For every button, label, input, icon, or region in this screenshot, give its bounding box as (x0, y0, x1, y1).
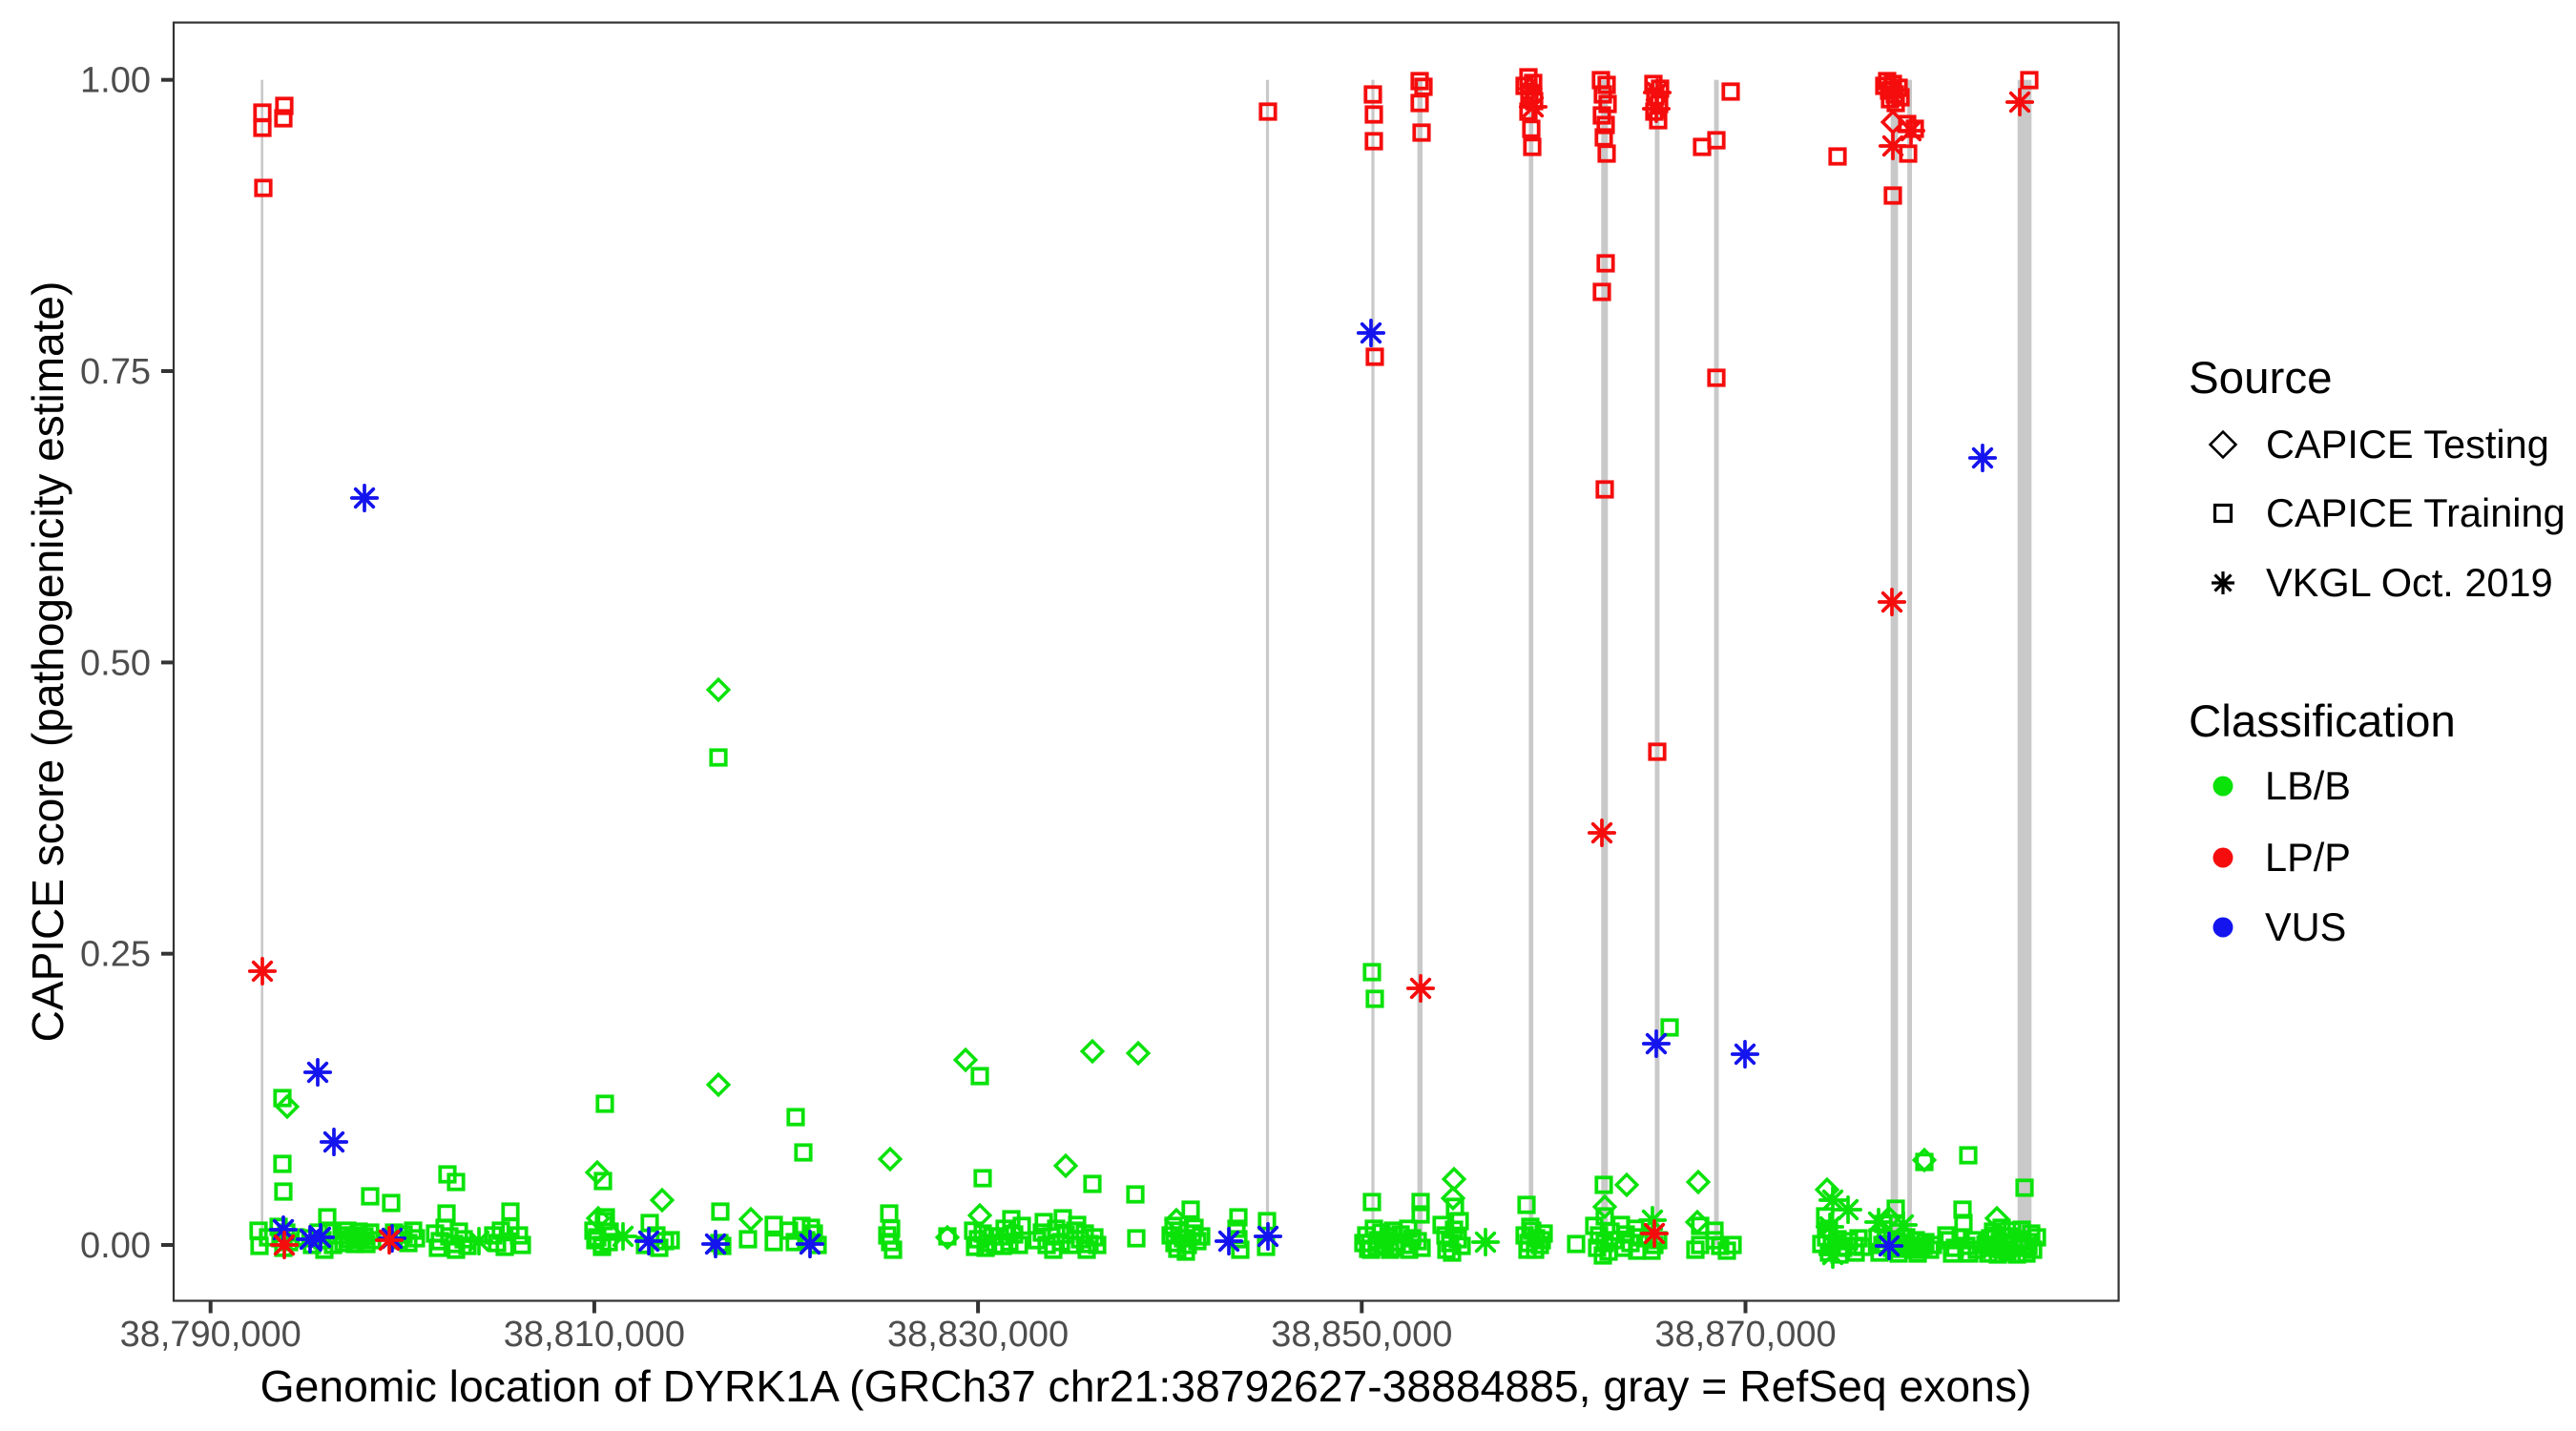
svg-text:38,810,000: 38,810,000 (504, 1315, 685, 1355)
svg-text:CAPICE Testing: CAPICE Testing (2266, 422, 2549, 467)
svg-text:0.50: 0.50 (80, 643, 151, 683)
svg-text:Classification: Classification (2189, 696, 2456, 747)
svg-text:0.25: 0.25 (80, 935, 151, 975)
svg-text:CAPICE score (pathogenicity es: CAPICE score (pathogenicity estimate) (23, 281, 73, 1043)
svg-text:LP/P: LP/P (2265, 835, 2351, 880)
svg-text:1.00: 1.00 (80, 61, 151, 101)
svg-text:38,790,000: 38,790,000 (120, 1315, 301, 1355)
svg-text:VUS: VUS (2265, 904, 2346, 949)
svg-text:0.00: 0.00 (80, 1226, 151, 1266)
svg-text:38,850,000: 38,850,000 (1271, 1315, 1452, 1355)
svg-text:LB/B: LB/B (2265, 763, 2351, 808)
svg-text:38,830,000: 38,830,000 (887, 1315, 1069, 1355)
svg-text:38,870,000: 38,870,000 (1654, 1315, 1836, 1355)
svg-text:Source: Source (2189, 353, 2333, 404)
svg-text:0.75: 0.75 (80, 352, 151, 392)
svg-text:VKGL Oct. 2019: VKGL Oct. 2019 (2266, 560, 2553, 605)
svg-text:Genomic location of DYRK1A (GR: Genomic location of DYRK1A (GRCh37 chr21… (260, 1361, 2032, 1411)
svg-text:CAPICE Training: CAPICE Training (2266, 490, 2566, 535)
